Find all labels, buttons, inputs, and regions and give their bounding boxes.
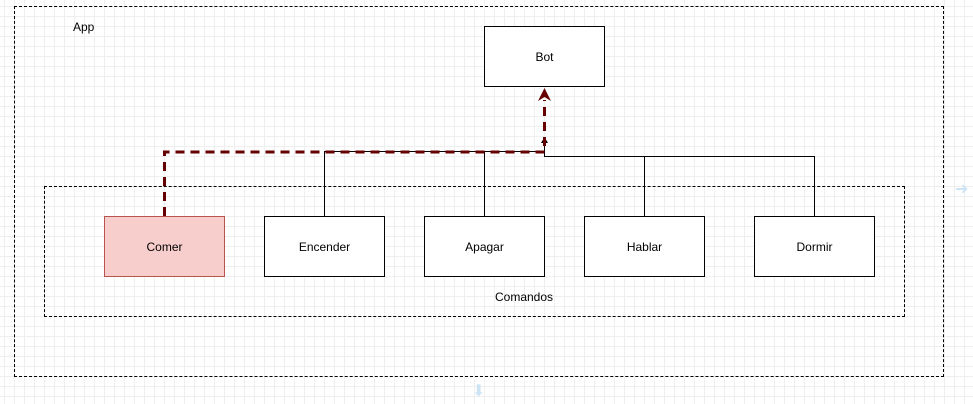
app-container[interactable] xyxy=(14,6,944,377)
command-node-apagar[interactable]: Apagar xyxy=(424,216,545,277)
command-node-comer[interactable]: Comer xyxy=(104,216,225,277)
connector-arrowhead-highlight xyxy=(538,88,551,101)
commands-label: Comandos xyxy=(495,290,554,304)
command-node-encender[interactable]: Encender xyxy=(264,216,385,277)
command-node-hablar[interactable]: Hablar xyxy=(584,216,705,277)
connector-hablar xyxy=(544,137,645,216)
bot-node[interactable]: Bot xyxy=(484,26,605,87)
connector-encender xyxy=(324,151,545,216)
connector-comer-highlight xyxy=(163,100,546,216)
canvas-expand-right-icon[interactable]: ➜ xyxy=(955,181,969,198)
app-label: App xyxy=(73,20,95,34)
command-node-dormir[interactable]: Dormir xyxy=(754,216,875,277)
connector-dormir xyxy=(644,156,815,216)
commands-container[interactable] xyxy=(44,186,905,317)
canvas-expand-down-icon[interactable]: ⬇ xyxy=(472,383,486,400)
